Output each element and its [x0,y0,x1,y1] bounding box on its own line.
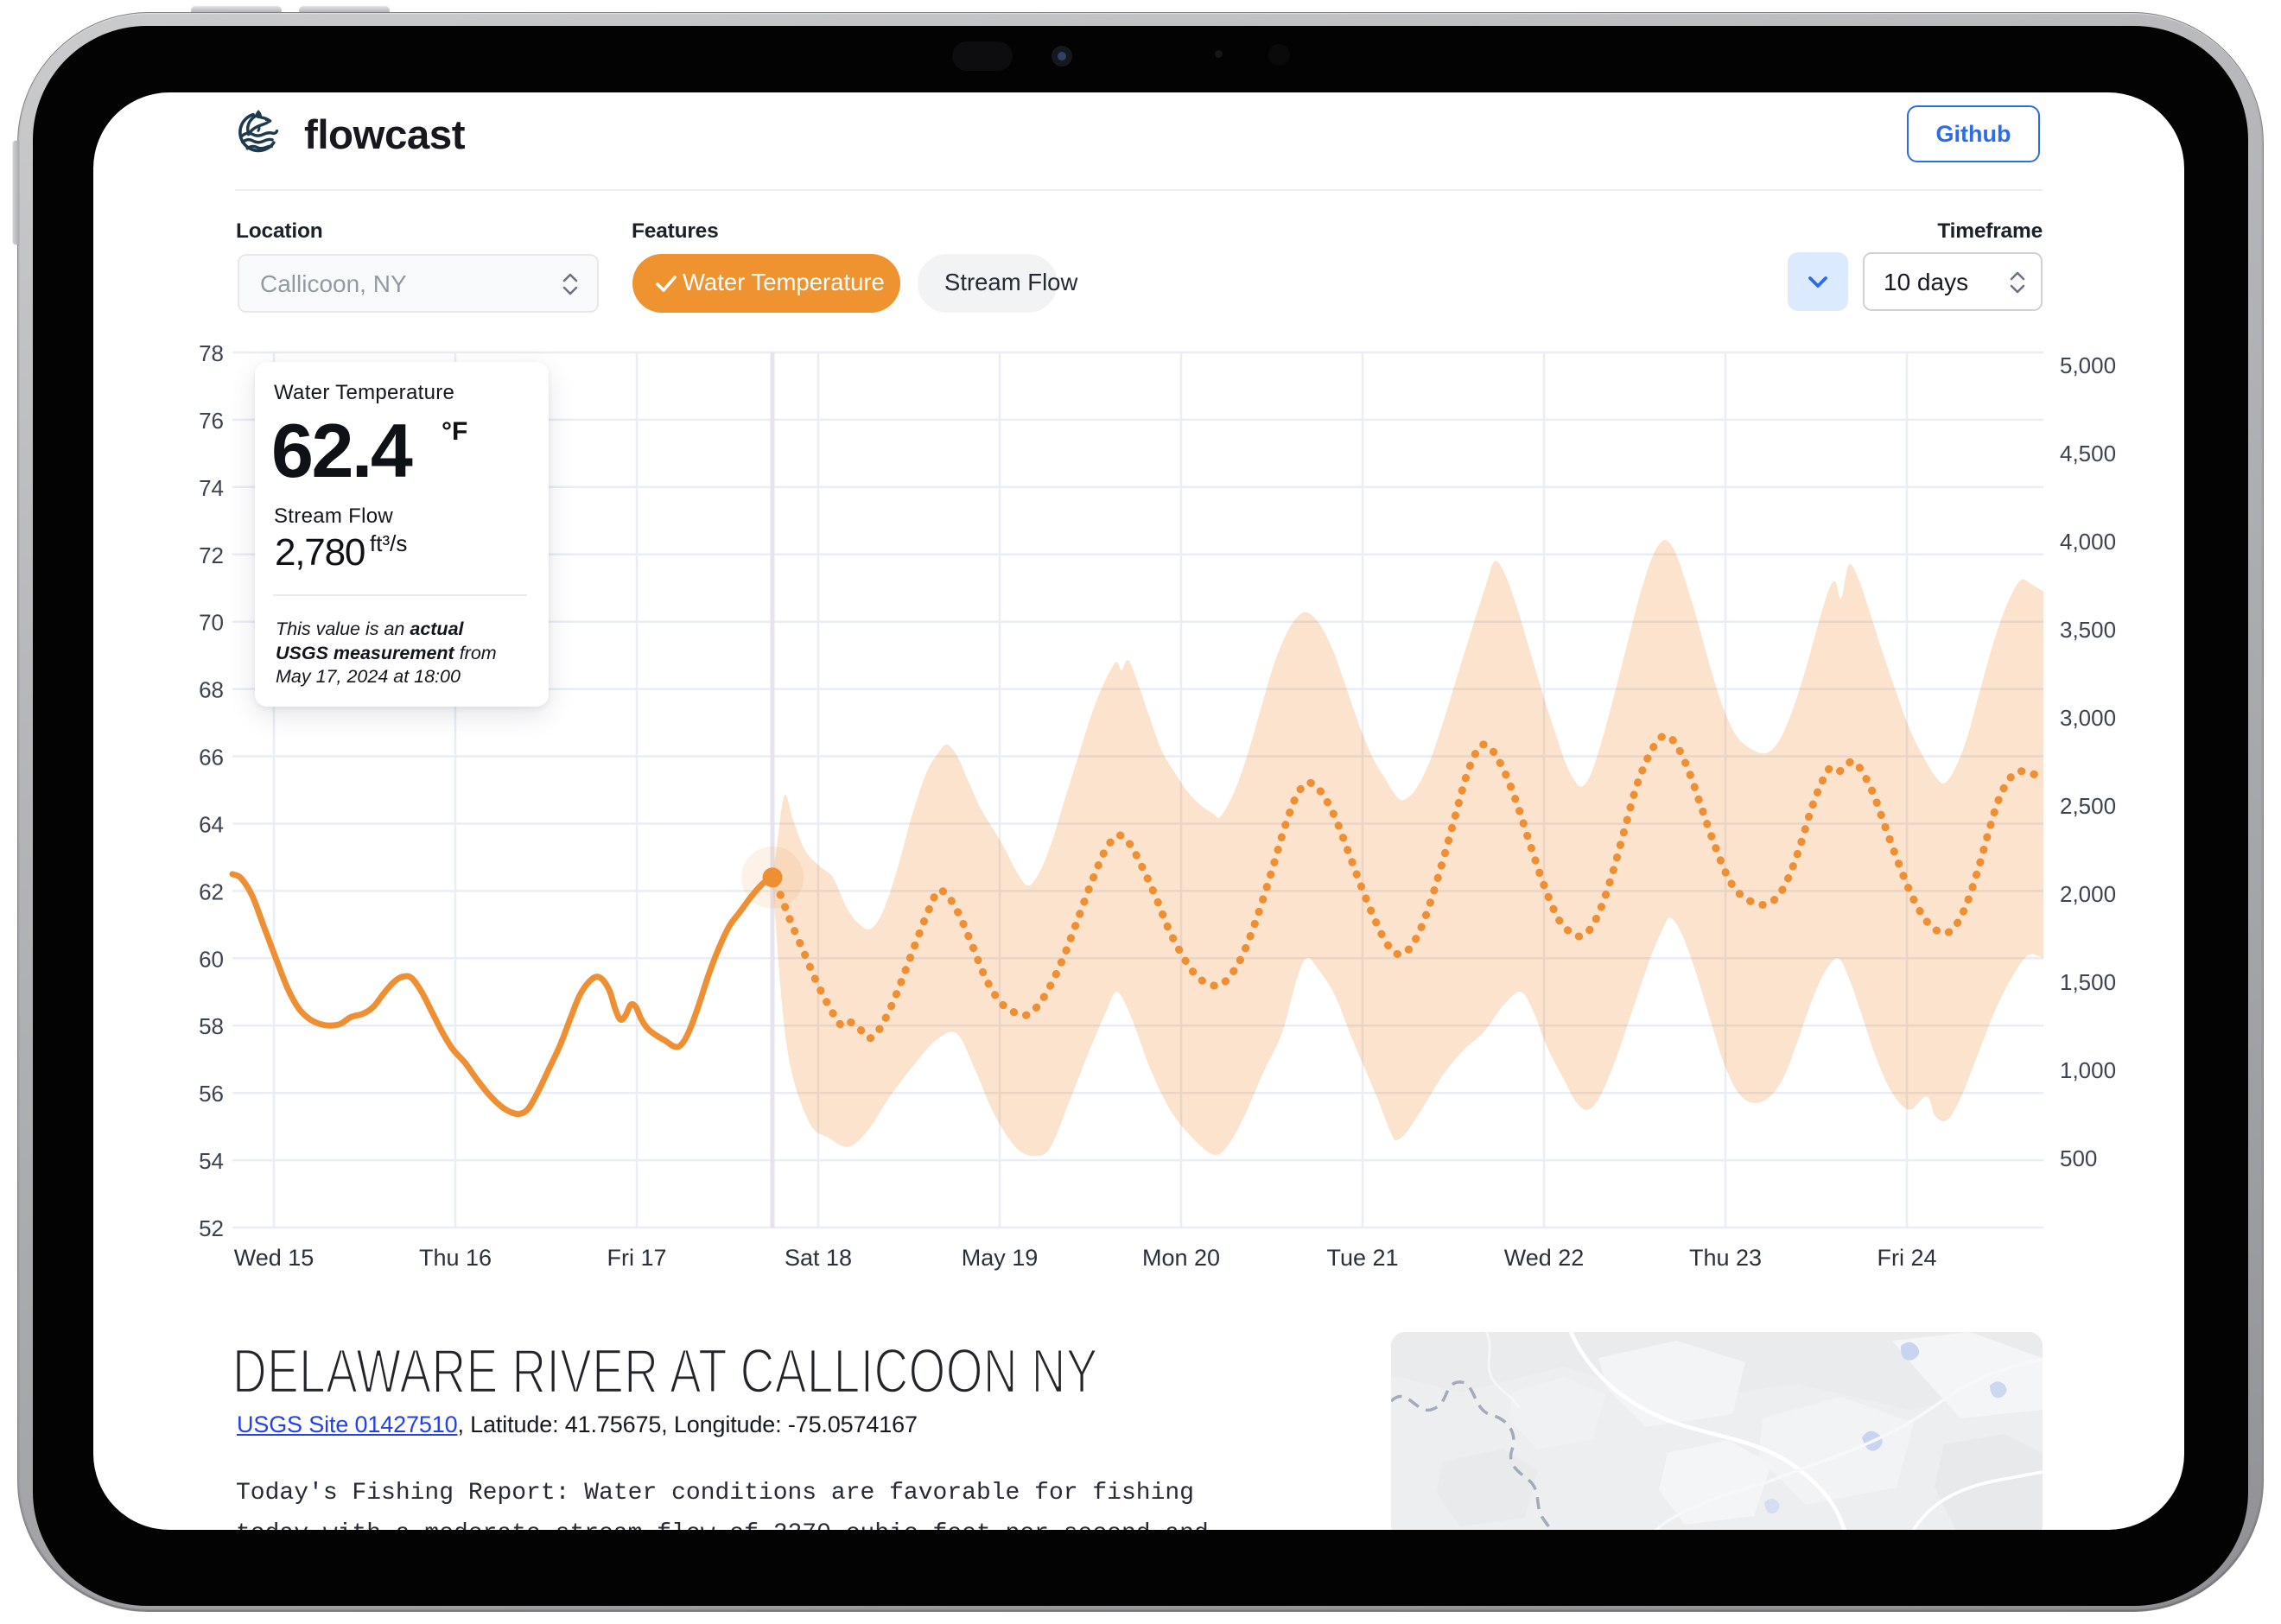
svg-text:Wed 15: Wed 15 [234,1245,315,1271]
svg-text:Thu 23: Thu 23 [1689,1245,1762,1271]
svg-text:Fri 24: Fri 24 [1877,1245,1936,1271]
svg-text:2,000: 2,000 [2060,881,2116,907]
svg-text:May 19: May 19 [962,1245,1039,1271]
svg-text:3,000: 3,000 [2060,705,2116,731]
svg-text:74: 74 [199,475,224,501]
svg-text:4,000: 4,000 [2060,529,2116,555]
svg-text:Thu 16: Thu 16 [419,1245,492,1271]
svg-text:70: 70 [199,610,224,636]
svg-text:56: 56 [199,1081,224,1107]
svg-text:52: 52 [199,1215,224,1241]
svg-text:1,000: 1,000 [2060,1057,2116,1083]
svg-text:5,000: 5,000 [2060,352,2116,378]
svg-text:58: 58 [199,1013,224,1039]
svg-text:Wed 22: Wed 22 [1504,1245,1585,1271]
svg-text:66: 66 [199,745,224,771]
svg-text:Sat 18: Sat 18 [785,1245,852,1271]
svg-text:Fri 17: Fri 17 [607,1245,666,1271]
svg-text:Mon 20: Mon 20 [1142,1245,1220,1271]
svg-text:1,500: 1,500 [2060,969,2116,995]
svg-text:64: 64 [199,812,224,838]
svg-text:500: 500 [2060,1145,2097,1171]
svg-text:54: 54 [199,1148,224,1174]
svg-text:62: 62 [199,879,224,904]
svg-text:72: 72 [199,542,224,568]
svg-text:3,500: 3,500 [2060,617,2116,643]
svg-text:76: 76 [199,408,224,434]
svg-text:60: 60 [199,946,224,972]
svg-text:2,500: 2,500 [2060,793,2116,819]
svg-text:78: 78 [199,340,224,366]
svg-text:4,500: 4,500 [2060,441,2116,466]
svg-text:Tue 21: Tue 21 [1326,1245,1398,1271]
svg-text:68: 68 [199,677,224,703]
